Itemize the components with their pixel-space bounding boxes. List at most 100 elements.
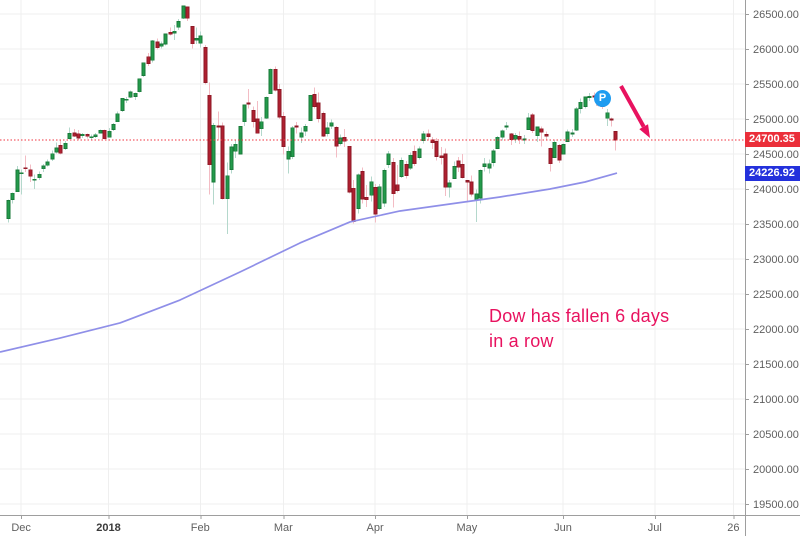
time-tick-label: May	[456, 522, 477, 534]
candle-body	[181, 5, 186, 19]
candle-body	[172, 30, 177, 34]
price-tick-label: 19500.00	[753, 499, 799, 511]
candle-body	[504, 125, 509, 128]
candle-body	[478, 170, 483, 199]
candle-body	[28, 169, 33, 177]
time-tick-label: 26	[727, 522, 739, 534]
candle-body	[124, 98, 129, 101]
candle-body	[58, 145, 63, 154]
candle-body	[50, 153, 55, 160]
position-marker[interactable]: P	[594, 90, 611, 107]
candle-body	[539, 128, 544, 133]
candle-body	[10, 192, 15, 200]
candle-body	[530, 114, 535, 131]
candle-body	[334, 127, 339, 147]
candle-body	[133, 92, 138, 97]
candle-body	[246, 102, 251, 105]
price-tick-label: 21500.00	[753, 359, 799, 371]
candle-body	[115, 113, 120, 123]
candle-body	[37, 173, 42, 179]
candle-body	[408, 154, 413, 169]
candle-body	[281, 115, 286, 147]
candle-body	[63, 142, 68, 149]
candle-body	[404, 164, 409, 177]
time-tick-label: 2018	[96, 522, 120, 534]
candle-body	[578, 101, 583, 109]
candle-body	[561, 144, 566, 155]
price-axis[interactable]: 26500.00 26000.00 25500.00 25000.00 24500.00…	[745, 0, 799, 536]
candle-body	[500, 130, 505, 138]
candle-body	[23, 167, 28, 170]
candle-body	[391, 162, 396, 195]
candle-body	[535, 126, 540, 137]
time-tick-label: Feb	[191, 522, 210, 534]
time-axis[interactable]: Dec 2018 Feb Mar Apr May Jun Jul 26	[0, 515, 800, 534]
candle-body	[255, 118, 260, 134]
candle-body	[299, 132, 304, 138]
candle-body	[373, 187, 378, 215]
candle-body	[565, 131, 570, 142]
price-tick-label: 21000.00	[753, 394, 799, 406]
candle-body	[465, 180, 470, 183]
candle-body	[342, 136, 347, 142]
candle-body	[277, 89, 282, 118]
candle-body	[150, 40, 155, 61]
annotation-line-2: in a row	[489, 331, 554, 351]
candles-layer	[6, 5, 618, 234]
candle-body	[452, 166, 457, 179]
candle-body	[102, 129, 107, 140]
candle-body	[329, 122, 334, 127]
candle-body	[321, 113, 326, 137]
candle-body	[526, 117, 531, 130]
time-tick-label: Mar	[274, 522, 293, 534]
candle-body	[15, 169, 20, 193]
candle-body	[347, 145, 352, 193]
time-tick-label: Apr	[367, 522, 384, 534]
last-price-label: 24700.35	[745, 132, 800, 147]
candle-body	[259, 121, 264, 130]
price-tick-label: 22000.00	[753, 324, 799, 336]
candle-body	[443, 153, 448, 188]
candle-body	[185, 6, 190, 19]
candle-body	[194, 38, 199, 41]
candle-body	[377, 186, 382, 209]
candle-body	[338, 137, 343, 144]
candle-body	[605, 112, 610, 119]
candle-body	[168, 31, 173, 35]
candle-body	[19, 172, 24, 175]
candle-body	[544, 134, 549, 137]
candle-body	[111, 124, 116, 130]
candle-body	[356, 174, 361, 209]
candle-body	[312, 94, 317, 107]
candle-body	[89, 136, 94, 139]
price-tick-label: 25000.00	[753, 114, 799, 126]
candle-body	[434, 141, 439, 157]
candle-body	[308, 95, 313, 121]
price-tick-label: 26000.00	[753, 44, 799, 56]
candle-body	[242, 104, 247, 123]
grid-layer	[0, 0, 745, 515]
candle-body	[54, 147, 59, 153]
candle-body	[369, 181, 374, 196]
candle-body	[98, 130, 103, 134]
candle-body	[583, 96, 588, 107]
candle-body	[491, 150, 496, 163]
candle-body	[211, 124, 216, 183]
candle-body	[163, 33, 168, 45]
candle-body	[487, 163, 492, 169]
candle-body	[495, 136, 500, 149]
candle-body	[316, 102, 321, 119]
ma-line	[0, 172, 618, 353]
candle-body	[426, 133, 431, 138]
candle-body	[456, 160, 461, 168]
candle-body	[364, 197, 369, 201]
price-tick-label: 20000.00	[753, 464, 799, 476]
candle-body	[67, 133, 72, 139]
candle-body	[176, 21, 181, 28]
candle-body	[76, 133, 81, 139]
candle-body	[80, 133, 85, 137]
candle-body	[225, 175, 230, 200]
candle-body	[351, 187, 356, 223]
